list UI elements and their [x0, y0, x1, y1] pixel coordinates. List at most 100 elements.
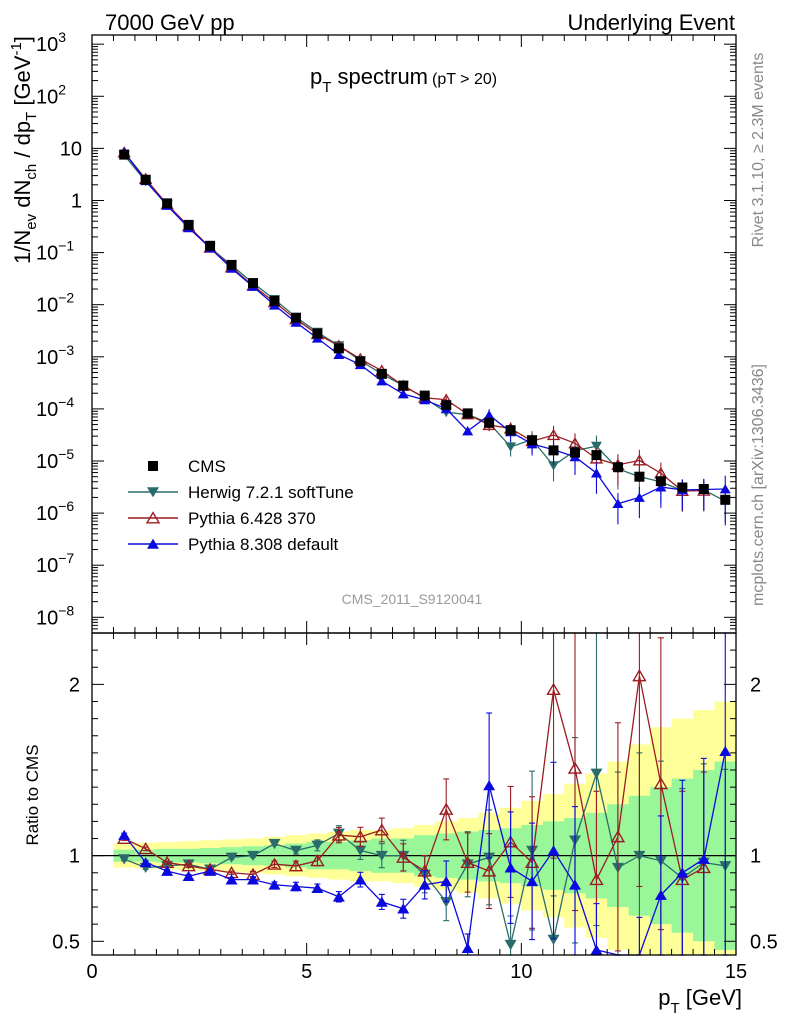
ratio-point-herwig — [375, 850, 388, 862]
main-point-pythia6 — [546, 428, 561, 441]
main-point-herwig — [505, 442, 517, 452]
xtick-label: 0 — [86, 961, 97, 983]
ratio-point-pythia6 — [374, 823, 390, 836]
legend-marker-herwig — [147, 487, 159, 498]
ratio-point-herwig — [289, 845, 302, 856]
main-point-pythia8 — [612, 498, 624, 509]
ratio-point-pythia6 — [267, 857, 282, 870]
xtick-label: 15 — [725, 961, 747, 983]
ratio-point-pythia6 — [353, 830, 368, 843]
main-point-cms — [290, 312, 301, 323]
main-point-pythia8 — [397, 389, 409, 399]
ratio-point-pythia6 — [546, 682, 561, 696]
ratio-series — [116, 632, 732, 956]
legend-label-pythia8: Pythia 8.308 default — [188, 535, 339, 554]
ratio-point-pythia8 — [397, 903, 410, 914]
ratio-point-pythia8 — [483, 780, 496, 791]
ratio-point-pythia6 — [310, 854, 325, 867]
main-point-cms — [462, 408, 473, 419]
main-point-cms — [398, 380, 409, 391]
main-point-cms — [720, 494, 731, 505]
ratio-point-pythia8 — [354, 874, 367, 885]
main-series — [117, 146, 731, 526]
ratio-point-pythia6 — [481, 864, 497, 877]
ratio-point-pythia8 — [161, 865, 174, 876]
main-point-cms — [226, 259, 237, 270]
ratio-point-herwig — [268, 838, 281, 850]
main-ytick-label: 10−2 — [36, 290, 74, 317]
ratio-point-herwig — [354, 845, 367, 856]
main-point-cms — [484, 417, 495, 428]
ratio-point-herwig — [311, 840, 324, 851]
ratio-point-pythia8 — [504, 862, 517, 873]
ratio-point-pythia8 — [418, 879, 431, 890]
ratio-point-herwig — [118, 854, 131, 865]
ratio-ytick-label-right: 1 — [750, 846, 761, 868]
ratio-point-pythia8 — [654, 889, 667, 900]
legend-marker-pythia6 — [145, 511, 161, 524]
ratio-point-pythia6 — [589, 872, 604, 886]
ratio-point-pythia6 — [288, 859, 304, 872]
main-ytick-label: 10−7 — [36, 550, 74, 577]
legend-label-cms: CMS — [188, 457, 226, 476]
ratio-point-pythia8 — [569, 879, 581, 890]
ratio-ytick-label-right: 0.5 — [750, 931, 778, 953]
main-point-cms — [140, 174, 151, 185]
main-point-pythia8 — [633, 492, 645, 502]
main-point-cms — [248, 278, 258, 289]
ratio-point-pythia6 — [181, 859, 196, 872]
main-ylabel: 1/Nev dNch / dpT [GeV-1] — [8, 36, 40, 264]
ratio-point-pythia8 — [268, 879, 281, 890]
main-point-cms — [205, 240, 216, 251]
ratio-point-pythia6 — [460, 855, 475, 869]
main-point-cms — [119, 149, 130, 160]
legend: CMS Herwig 7.2.1 softTune Pythia 6.428 370… — [128, 457, 354, 554]
ratio-point-herwig — [247, 850, 259, 862]
main-ytick-label: 10−6 — [36, 498, 74, 525]
ratio-point-pythia6 — [331, 828, 347, 841]
ratio-point-pythia6 — [438, 802, 454, 815]
ratio-point-pythia8 — [289, 881, 302, 892]
main-point-herwig — [590, 441, 602, 452]
main-point-cms — [162, 198, 173, 209]
ratio-point-pythia8 — [375, 896, 388, 907]
main-ytick-label: 103 — [36, 29, 66, 56]
main-point-cms — [269, 295, 280, 306]
main-point-pythia8 — [462, 426, 474, 436]
main-point-cms — [419, 390, 430, 401]
ratio-point-pythia8 — [547, 845, 560, 856]
main-point-pythia8 — [655, 482, 667, 492]
legend-label-herwig: Herwig 7.2.1 softTune — [188, 483, 354, 502]
ratio-point-pythia8 — [332, 891, 345, 902]
ratio-point-pythia8 — [247, 874, 259, 885]
main-ytick-label: 10−3 — [36, 342, 74, 369]
ratio-point-pythia6 — [567, 761, 583, 774]
main-line-pythia6 — [123, 152, 704, 492]
main-point-cms — [570, 447, 580, 458]
ratio-ylabel: Ratio to CMS — [23, 744, 42, 845]
ratio-point-pythia6 — [610, 830, 626, 843]
main-point-pythia8 — [483, 410, 495, 420]
main-point-cms — [355, 356, 366, 367]
main-ytick-label: 10−4 — [36, 394, 74, 421]
ratio-point-pythia6 — [396, 850, 411, 863]
header-right: Underlying Event — [567, 10, 735, 35]
main-point-cms — [505, 425, 516, 436]
ratio-point-pythia8 — [311, 882, 324, 894]
main-point-cms — [698, 484, 709, 495]
x-axis-label: pT [GeV] — [658, 985, 742, 1017]
ratio-point-pythia6 — [138, 842, 153, 855]
header-left: 7000 GeV pp — [105, 10, 235, 35]
ratio-point-herwig — [590, 768, 603, 779]
ratio-ytick-label-left: 0.5 — [52, 931, 80, 953]
rivet-label: Rivet 3.1.10, ≥ 2.3M events — [750, 53, 767, 248]
main-point-cms — [612, 462, 623, 473]
main-point-cms — [548, 445, 559, 456]
main-point-herwig — [548, 461, 560, 471]
ratio-point-pythia8 — [526, 875, 539, 887]
main-point-cms — [312, 328, 323, 339]
xtick-label: 5 — [301, 961, 312, 983]
main-line-pythia8 — [123, 151, 726, 505]
ratio-point-pythia8 — [440, 875, 453, 887]
